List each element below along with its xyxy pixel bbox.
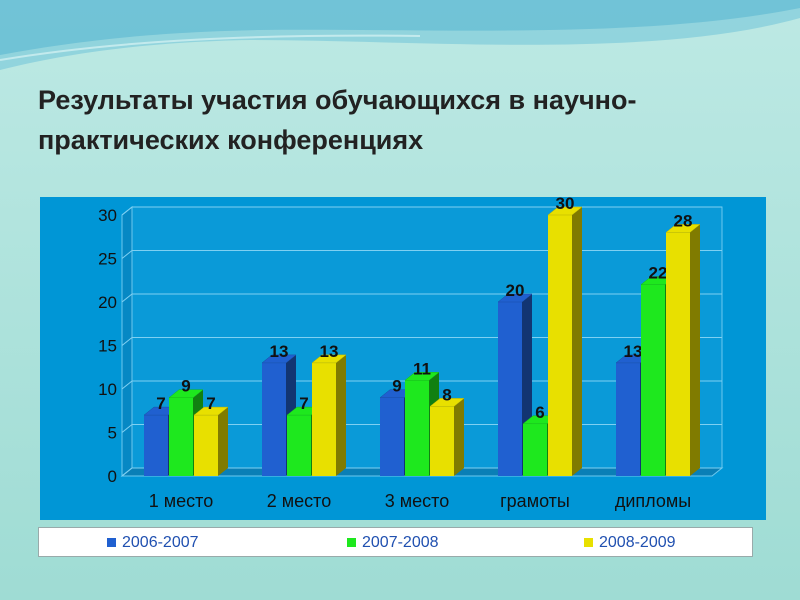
legend-label-series-3: 2008-2009 (599, 534, 676, 551)
gridline (121, 206, 722, 216)
bar-front (144, 415, 168, 476)
x-category-label: 1 место (149, 491, 213, 511)
data-label: 13 (624, 342, 643, 361)
bar (311, 354, 347, 476)
gridline (121, 250, 722, 259)
data-label: 9 (392, 377, 401, 396)
data-label: 30 (556, 194, 575, 213)
y-tick-label: 15 (98, 337, 117, 356)
bar-top (261, 354, 297, 364)
bar-front (169, 397, 193, 476)
x-category-label: 2 место (267, 491, 331, 511)
bar-side (336, 354, 346, 476)
bar-front (380, 397, 404, 476)
y-axis-tick-labels: 0 5 10 15 20 25 30 (98, 206, 117, 486)
slide-title: Результаты участия обучающихся в научно-… (38, 85, 637, 155)
data-label: 11 (413, 359, 431, 378)
legend-swatch-series-3 (584, 538, 593, 548)
bar-side (690, 224, 700, 476)
bar (193, 406, 229, 476)
y-tick-label: 20 (98, 293, 117, 312)
bar-front (641, 284, 665, 476)
legend-item-series-1: 2006-2007 (107, 535, 199, 551)
data-label: 7 (299, 394, 308, 413)
bar-front (616, 362, 640, 476)
bar-side (572, 207, 582, 476)
y-tick-label: 5 (108, 424, 117, 443)
x-category-label: дипломы (615, 491, 691, 511)
data-label: 6 (535, 403, 544, 422)
legend-label-series-2: 2007-2008 (362, 534, 439, 551)
bar-top (168, 389, 204, 398)
bar-top (547, 206, 583, 216)
chart-legend: 2006-2007 2007-2008 2008-2009 (38, 527, 753, 557)
bar-front (194, 415, 218, 476)
bar (665, 224, 701, 476)
data-label: 13 (270, 342, 289, 361)
data-label: 13 (320, 342, 339, 361)
bar-front (523, 423, 547, 476)
data-label: 7 (206, 394, 215, 413)
bar-front (262, 362, 286, 476)
data-label: 20 (506, 281, 525, 300)
y-tick-label: 25 (98, 250, 117, 269)
legend-swatch-series-1 (107, 538, 116, 548)
bar-top (497, 293, 533, 303)
bar-top (665, 224, 701, 233)
bar-top (311, 354, 347, 364)
x-category-label: 3 место (385, 491, 449, 511)
bar-front (312, 362, 336, 476)
data-label: 9 (181, 377, 190, 396)
legend-item-series-3: 2008-2009 (584, 535, 676, 551)
x-category-label: грамоты (500, 491, 570, 511)
bar-side (218, 407, 228, 476)
bar-top (404, 372, 440, 381)
bar-side (454, 398, 464, 476)
y-tick-label: 0 (108, 467, 117, 486)
bar-front (666, 232, 690, 476)
bar (547, 206, 583, 476)
legend-item-series-2: 2007-2008 (347, 535, 439, 551)
y-tick-label: 10 (98, 380, 117, 399)
bar-top (193, 406, 229, 416)
data-label: 28 (674, 211, 693, 230)
data-label: 7 (156, 394, 165, 413)
bar-front (430, 406, 454, 476)
data-label: 8 (442, 385, 451, 404)
x-axis-category-labels: 1 место 2 место 3 место грамоты дипломы (149, 491, 691, 511)
bar-front (498, 302, 522, 476)
legend-swatch-series-2 (347, 538, 356, 548)
bar-front (287, 415, 311, 476)
bar-front (548, 215, 572, 476)
y-tick-label: 30 (98, 206, 117, 225)
data-label: 22 (649, 264, 668, 283)
bar-front (405, 380, 429, 476)
bar (429, 398, 465, 476)
legend-label-series-1: 2006-2007 (122, 534, 199, 551)
bar-top (429, 398, 465, 407)
